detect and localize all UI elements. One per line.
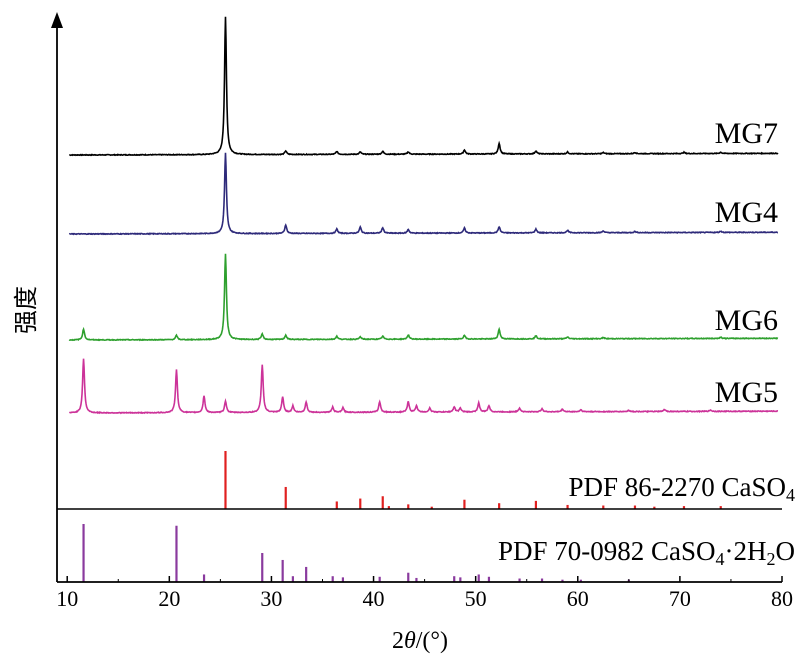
series-label-mg7: MG7 <box>715 117 778 150</box>
series-label-mg6: MG6 <box>715 304 778 337</box>
x-tick-label-50: 50 <box>465 586 487 611</box>
x-tick-label-70: 70 <box>669 586 691 611</box>
y-axis-arrow <box>51 12 63 28</box>
y-axis-title: 强度 <box>13 286 40 334</box>
reference-2-label: PDF 70-0982 CaSO4·2H2O <box>498 536 795 569</box>
series-line-mg4 <box>68 152 779 236</box>
series-line-mg7 <box>69 16 779 157</box>
series-line-mg6 <box>68 253 779 342</box>
x-tick-label-30: 30 <box>260 586 282 611</box>
x-tick-label-80: 80 <box>771 586 793 611</box>
series-label-mg5: MG5 <box>715 376 778 409</box>
x-tick-label-40: 40 <box>363 586 385 611</box>
reference-1-label: PDF 86-2270 CaSO4 <box>568 472 795 505</box>
series-line-mg5 <box>68 358 779 415</box>
x-axis-title: 2θ/(°) <box>392 628 448 654</box>
series-label-mg4: MG4 <box>715 196 778 229</box>
x-tick-label-60: 60 <box>567 586 589 611</box>
plot-area: MG7 MG4 MG6 MG5 PDF 86-2270 CaSO4 PDF 70-0982… <box>68 16 795 582</box>
x-tick-label-10: 10 <box>56 586 78 611</box>
x-tick-label-20: 20 <box>158 586 180 611</box>
axes: 10 20 30 40 50 60 70 80 <box>51 12 793 611</box>
